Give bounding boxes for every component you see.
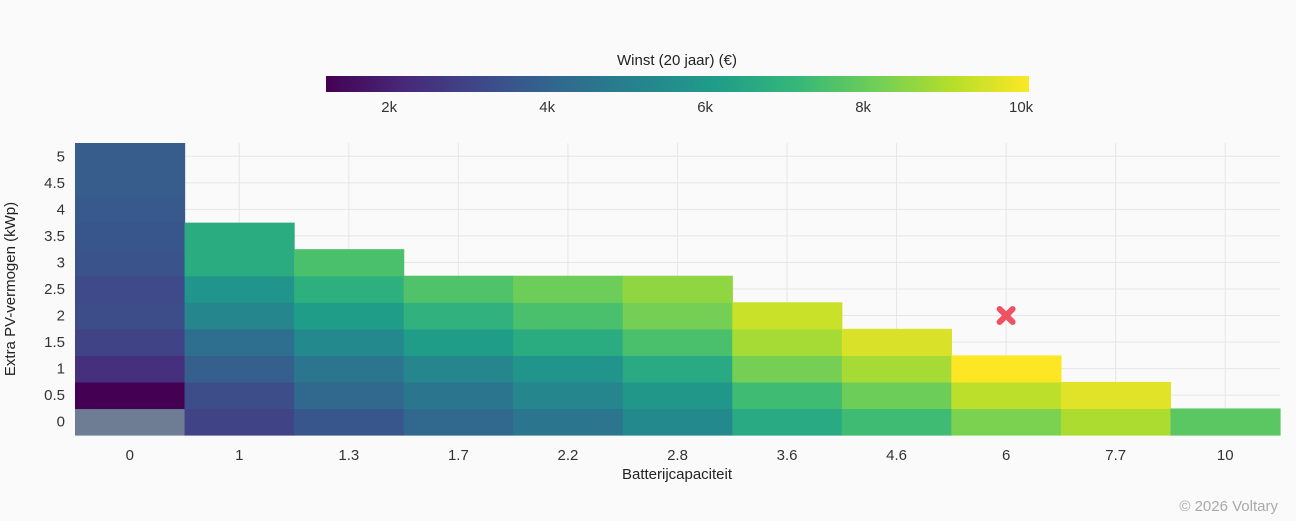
y-tick-label: 5 <box>57 148 65 165</box>
heatmap-cell <box>841 381 952 410</box>
heatmap-cell <box>732 408 843 436</box>
heatmap-cell <box>294 381 405 410</box>
heatmap-cell <box>622 408 733 436</box>
y-tick-label: 3.5 <box>44 228 65 245</box>
x-tick-label: 4.6 <box>886 447 907 464</box>
heatmap-cell <box>75 275 186 303</box>
optimum-x-marker <box>996 306 1016 326</box>
heatmap-cell <box>1060 381 1172 410</box>
heatmap-cell <box>951 355 1062 383</box>
x-tick-label: 10 <box>1217 447 1234 464</box>
x-tick-label: 2.8 <box>667 447 688 464</box>
heatmap-cell <box>403 275 514 303</box>
heatmap-cell <box>75 328 186 356</box>
colorbar-tick-label: 4k <box>539 99 555 116</box>
heatmap-cell <box>184 328 295 356</box>
x-tick-label: 6 <box>1002 447 1010 464</box>
heatmap-cell <box>513 381 624 410</box>
heatmap-cells <box>75 143 1281 436</box>
heatmap-cell <box>841 355 952 383</box>
colorbar-title: Winst (20 jaar) (€) <box>617 52 737 69</box>
heatmap-cell-reference <box>75 408 186 436</box>
heatmap-cell <box>403 408 514 436</box>
heatmap-cell <box>184 222 295 250</box>
heatmap-cell <box>184 408 295 436</box>
heatmap-cell <box>732 328 843 356</box>
heatmap-cell <box>294 275 405 303</box>
heatmap-cell <box>403 302 514 330</box>
heatmap-cell <box>622 381 733 410</box>
heatmap-cell <box>1170 408 1281 436</box>
x-axis-title: Batterijcapaciteit <box>622 466 733 483</box>
heatmap-cell <box>184 302 295 330</box>
x-tick-label: 0 <box>126 447 134 464</box>
heatmap-cell <box>294 249 405 277</box>
heatmap-cell <box>294 328 405 356</box>
optimum-marker <box>996 306 1016 326</box>
y-axis-title: Extra PV-vermogen (kWp) <box>2 202 19 376</box>
heatmap-cell <box>841 408 952 436</box>
x-tick-label: 3.6 <box>777 447 798 464</box>
y-axis-ticks: 0 0.5 1 1.5 2 2.5 3 3.5 4 4.5 5 <box>44 148 65 430</box>
heatmap-cell <box>75 381 186 410</box>
heatmap-cell <box>513 275 624 303</box>
heatmap-cell <box>75 169 186 197</box>
x-tick-label: 2.2 <box>558 447 579 464</box>
heatmap-cell <box>513 328 624 356</box>
x-axis-ticks: 0 1 1.3 1.7 2.2 2.8 3.6 4.6 6 7.7 10 <box>126 447 1234 464</box>
heatmap-cell <box>841 328 952 356</box>
heatmap-cell <box>513 355 624 383</box>
heatmap-cell <box>513 302 624 330</box>
heatmap-cell <box>622 302 733 330</box>
y-tick-label: 2 <box>57 308 65 325</box>
x-tick-label: 1.3 <box>338 447 359 464</box>
heatmap-cell <box>75 222 186 250</box>
heatmap-cell <box>732 381 843 410</box>
colorbar-tick-label: 2k <box>381 99 397 116</box>
heatmap-cell <box>184 275 295 303</box>
colorbar-tick-label: 8k <box>855 99 871 116</box>
heatmap-cell <box>75 143 186 171</box>
y-tick-label: 3 <box>57 254 65 271</box>
heatmap-cell <box>622 328 733 356</box>
y-tick-label: 0 <box>57 414 65 431</box>
heatmap-cell <box>513 408 624 436</box>
heatmap-cell <box>951 381 1062 410</box>
colorbar-gradient <box>326 76 1029 92</box>
heatmap-cell <box>732 302 843 330</box>
colorbar: Winst (20 jaar) (€) 2k 4k 6k 8k 10k <box>326 52 1034 116</box>
heatmap-cell <box>184 355 295 383</box>
heatmap-cell <box>294 302 405 330</box>
y-tick-label: 2.5 <box>44 281 65 298</box>
heatmap-cell <box>622 275 733 303</box>
y-tick-label: 4.5 <box>44 175 65 192</box>
heatmap-cell <box>184 249 295 277</box>
heatmap-cell <box>75 302 186 330</box>
heatmap-cell <box>403 355 514 383</box>
heatmap-cell <box>732 355 843 383</box>
colorbar-tick-label: 10k <box>1009 99 1034 116</box>
x-tick-label: 1.7 <box>448 447 469 464</box>
heatmap-cell <box>951 408 1062 436</box>
heatmap-cell <box>75 196 186 224</box>
watermark: © 2026 Voltary <box>1179 498 1278 515</box>
heatmap-cell <box>294 408 405 436</box>
y-tick-label: 4 <box>57 201 65 218</box>
heatmap-cell <box>403 328 514 356</box>
colorbar-tick-label: 6k <box>697 99 713 116</box>
x-tick-label: 7.7 <box>1105 447 1126 464</box>
x-tick-label: 1 <box>235 447 243 464</box>
heatmap-cell <box>403 381 514 410</box>
heatmap-cell <box>75 355 186 383</box>
heatmap-cell <box>1060 408 1172 436</box>
heatmap-cell <box>294 355 405 383</box>
y-tick-label: 1 <box>57 361 65 378</box>
colorbar-ticks: 2k 4k 6k 8k 10k <box>381 99 1033 116</box>
y-tick-label: 0.5 <box>44 387 65 404</box>
heatmap-cell <box>184 381 295 410</box>
heatmap-cell <box>622 355 733 383</box>
heatmap-cell <box>75 249 186 277</box>
y-tick-label: 1.5 <box>44 334 65 351</box>
